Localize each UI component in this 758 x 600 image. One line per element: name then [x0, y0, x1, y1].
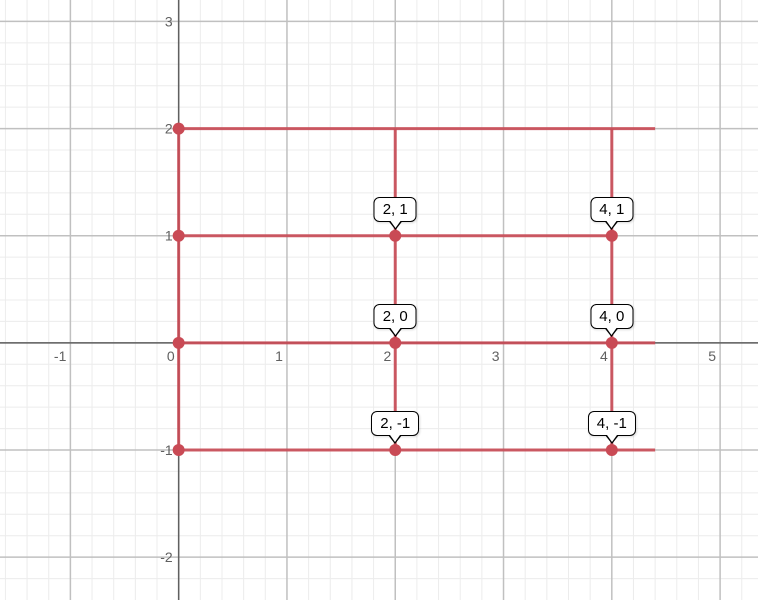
data-point[interactable] — [606, 337, 618, 349]
x-tick-label: -1 — [54, 348, 67, 364]
x-tick-label: 1 — [275, 348, 283, 364]
x-tick-label: 5 — [708, 348, 716, 364]
point-label[interactable]: 2, 0 — [374, 304, 417, 329]
data-point[interactable] — [173, 337, 185, 349]
coordinate-chart: -1 0 1 2 3 4 5 -2 -1 1 2 3 2, 1 4, 1 2, 0 4, 0 2, -1 4, … — [0, 0, 758, 600]
point-label[interactable]: 4, -1 — [588, 411, 636, 436]
data-point[interactable] — [389, 230, 401, 242]
x-tick-label: 4 — [600, 348, 608, 364]
x-tick-label: 0 — [167, 348, 175, 364]
data-point[interactable] — [389, 444, 401, 456]
y-tick-label: 2 — [165, 121, 173, 137]
data-point[interactable] — [389, 337, 401, 349]
y-tick-label: -2 — [160, 549, 173, 565]
x-tick-label: 2 — [383, 348, 391, 364]
point-label[interactable]: 2, 1 — [374, 197, 417, 222]
y-tick-label: 3 — [165, 13, 173, 29]
y-tick-label: -1 — [160, 442, 173, 458]
data-point[interactable] — [173, 230, 185, 242]
x-tick-label: 3 — [492, 348, 500, 364]
data-point[interactable] — [173, 444, 185, 456]
data-point[interactable] — [606, 230, 618, 242]
data-point[interactable] — [173, 123, 185, 135]
point-label[interactable]: 4, 0 — [590, 304, 633, 329]
y-tick-label: 1 — [165, 228, 173, 244]
grid-svg: -1 0 1 2 3 4 5 -2 -1 1 2 3 — [0, 0, 758, 600]
point-label[interactable]: 4, 1 — [590, 197, 633, 222]
data-point[interactable] — [606, 444, 618, 456]
point-label[interactable]: 2, -1 — [371, 411, 419, 436]
